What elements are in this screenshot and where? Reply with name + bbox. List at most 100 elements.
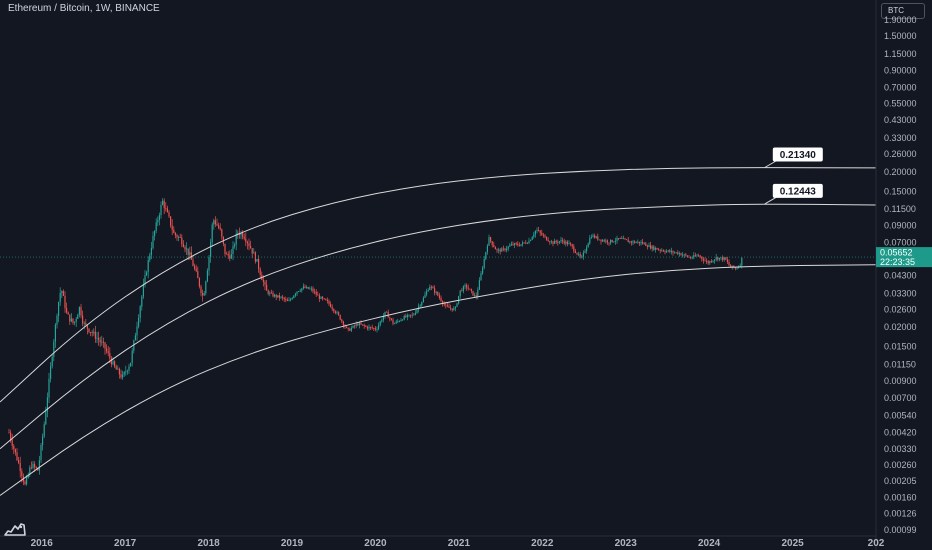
candle-body	[42, 436, 44, 446]
candle-body	[618, 238, 620, 239]
price-tick-label: 0.00126	[884, 509, 917, 519]
bar-countdown: 22:23:35	[880, 257, 915, 267]
candle-body	[90, 332, 92, 333]
trend-curve[interactable]	[0, 203, 877, 450]
candle-body	[686, 255, 688, 257]
candle-body	[296, 291, 298, 294]
tradingview-logo-icon[interactable]	[4, 521, 26, 537]
candle-body	[552, 241, 554, 244]
candle-body	[619, 238, 621, 239]
candle-body	[307, 287, 309, 289]
candle-body	[234, 244, 236, 247]
price-tick-label: 0.09000	[884, 221, 917, 231]
candle-body	[162, 200, 164, 205]
price-tick-label: 0.00700	[884, 393, 917, 403]
callout-box[interactable]	[772, 147, 823, 162]
candle-body	[664, 251, 666, 253]
candle-body	[218, 225, 220, 228]
candle-body	[384, 311, 386, 317]
candle-body	[563, 241, 565, 244]
candle-body	[392, 319, 394, 324]
candle-body	[366, 326, 368, 329]
trend-curve[interactable]	[0, 167, 877, 403]
candle-body	[522, 242, 524, 245]
candle-body	[379, 321, 381, 326]
candle-body	[146, 272, 148, 276]
candle-body	[136, 326, 138, 336]
candle-body	[422, 297, 424, 302]
candle-body	[654, 248, 656, 250]
candle-body	[64, 295, 66, 309]
callout-label: 0.12443	[780, 186, 817, 197]
candle-body	[117, 368, 119, 370]
candle-body	[691, 257, 693, 259]
price-tick-label: 0.90000	[884, 65, 917, 75]
candle-body	[229, 255, 231, 259]
time-tick-label: 2019	[281, 538, 304, 549]
candle-body	[416, 309, 418, 313]
candle-body	[587, 243, 589, 248]
candle-body	[19, 462, 21, 472]
candle-body	[24, 481, 26, 485]
candle-body	[56, 315, 58, 325]
candle-body	[37, 467, 39, 471]
candle-body	[472, 290, 474, 296]
candle-body	[294, 293, 296, 296]
candle-body	[514, 243, 516, 245]
candle-body	[592, 235, 594, 238]
candle-body	[213, 220, 215, 225]
trend-curves-layer	[0, 167, 877, 496]
candle-body	[600, 239, 602, 242]
candle-body	[357, 324, 359, 326]
candle-body	[659, 249, 661, 251]
candle-body	[667, 250, 669, 252]
price-tick-label: 1.50000	[884, 31, 917, 41]
candle-body	[459, 290, 461, 296]
candle-body	[530, 240, 532, 241]
candle-body	[589, 237, 591, 244]
candle-body	[363, 324, 365, 326]
candle-body	[538, 230, 540, 231]
time-tick-label: 2023	[615, 538, 638, 549]
candle-body	[354, 325, 356, 327]
candle-body	[187, 248, 189, 255]
candle-body	[133, 340, 135, 351]
candle-body	[586, 247, 588, 252]
candle-body	[206, 270, 208, 282]
candle-body	[192, 259, 194, 266]
callout-box[interactable]	[772, 183, 823, 198]
candle-body	[501, 248, 503, 252]
candle-body	[130, 362, 132, 367]
candle-body	[531, 237, 533, 240]
candle-body	[152, 235, 154, 248]
candle-body	[269, 292, 271, 294]
candle-body	[115, 366, 117, 370]
trend-curve[interactable]	[0, 264, 877, 496]
candle-body	[451, 308, 453, 311]
candle-body	[613, 241, 615, 243]
candle-body	[10, 432, 12, 440]
candle-body	[435, 292, 437, 293]
candle-body	[374, 328, 376, 330]
candle-body	[166, 208, 168, 213]
candle-body	[168, 212, 170, 217]
time-axis: 2016 2017 2018 2019 2020 2021 2022 2023 2024 2025…	[31, 538, 885, 549]
candle-body	[147, 260, 149, 273]
candle-body	[694, 255, 696, 256]
candle-body	[741, 258, 743, 266]
candle-body	[515, 243, 517, 245]
candle-body	[669, 250, 671, 252]
callout-leader	[764, 160, 778, 168]
candle-body	[560, 240, 562, 242]
price-tick-label: 0.00420	[884, 428, 917, 438]
candle-body	[264, 282, 266, 285]
candle-body	[453, 308, 455, 311]
candle-body	[29, 467, 31, 475]
candle-body	[171, 225, 173, 230]
candle-body	[680, 253, 682, 256]
candle-body	[614, 240, 616, 242]
currency-scale-button[interactable]: BTC	[881, 3, 925, 19]
candle-body	[110, 358, 112, 365]
candle-body	[240, 233, 242, 236]
